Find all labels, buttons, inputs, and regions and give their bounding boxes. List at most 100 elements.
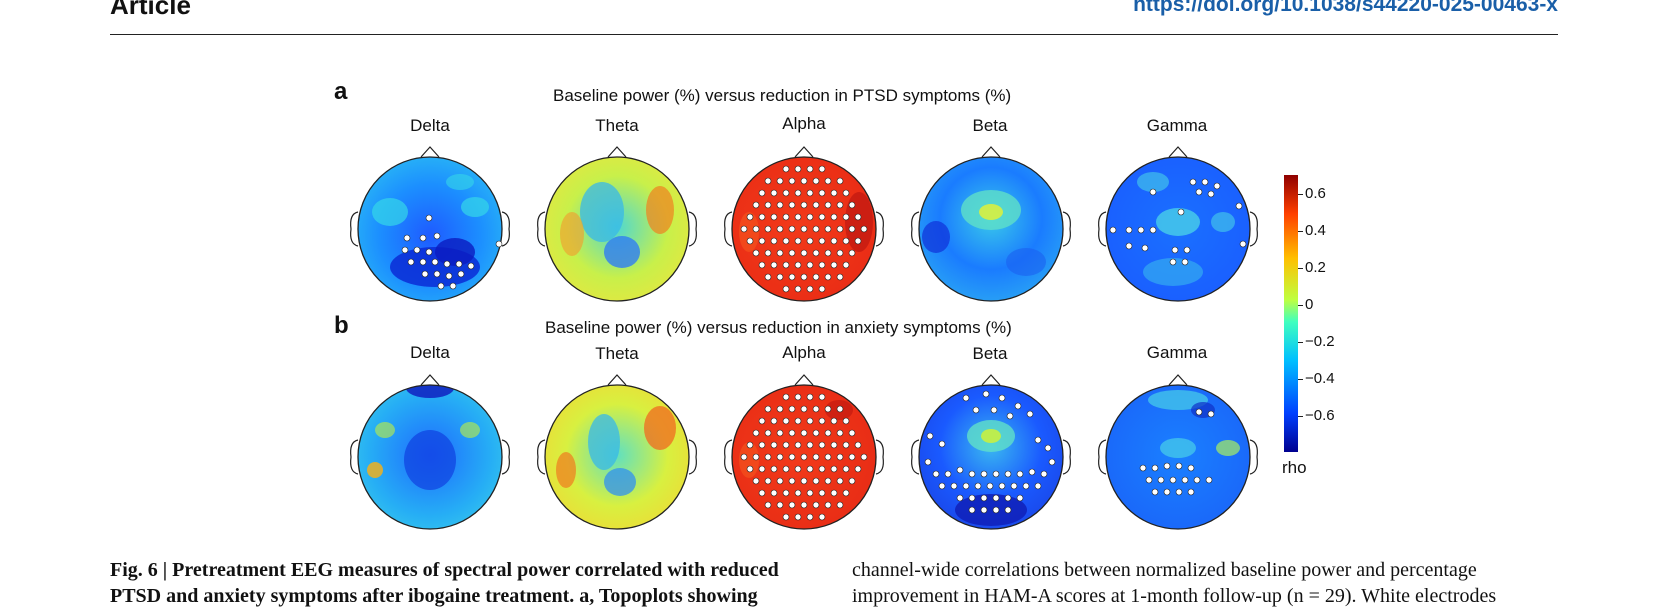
electrode-dot [764, 273, 772, 281]
electrode-dot [982, 390, 990, 398]
electrode-dot [806, 417, 814, 425]
electrode-dot [818, 237, 826, 245]
electrode-dot [992, 470, 1000, 478]
caption-left: Fig. 6 | Pretreatment EEG measures of sp… [110, 557, 779, 609]
electrode-dot [782, 189, 790, 197]
electrode-dot [818, 285, 826, 293]
electrode-dot [770, 441, 778, 449]
electrode-dot [854, 465, 862, 473]
electrode-dot [950, 482, 958, 490]
electrode-dot [836, 501, 844, 509]
electrode-dot [782, 393, 790, 401]
electrode-dot [794, 285, 802, 293]
electrode-dot [746, 441, 754, 449]
electrode-dot [1016, 470, 1024, 478]
electrode-dot [776, 273, 784, 281]
electrode-dot [782, 165, 790, 173]
electrode-dot [818, 213, 826, 221]
panel-b-letter: b [334, 312, 349, 339]
electrode-dot [776, 405, 784, 413]
electrode-dot [758, 441, 766, 449]
electrode-dot [788, 429, 796, 437]
electrode-dot [782, 213, 790, 221]
colorbar [1284, 175, 1298, 452]
electrode-dot [944, 470, 952, 478]
electrode-dot [812, 225, 820, 233]
electrode-dot [782, 513, 790, 521]
electrode-dot [782, 465, 790, 473]
electrode-dot [830, 237, 838, 245]
electrode-dot [764, 501, 772, 509]
electrode-dot [812, 453, 820, 461]
doi-link[interactable]: https://doi.org/10.1038/s44220-025-00463… [1133, 0, 1558, 16]
topoplot-b-delta [350, 374, 510, 530]
electrode-dot [824, 501, 832, 509]
electrode-dot [764, 453, 772, 461]
electrode-dot [788, 453, 796, 461]
band-label-a-alpha: Alpha [782, 114, 826, 133]
electrode-dot [842, 489, 850, 497]
electrode-dot [794, 417, 802, 425]
electrode-dot [788, 225, 796, 233]
electrode-dot [818, 441, 826, 449]
panel-b-title: Baseline power (%) versus reduction in a… [545, 318, 1012, 337]
electrode-dot [812, 477, 820, 485]
electrode-dot [812, 405, 820, 413]
electrode-dot [782, 261, 790, 269]
electrode-dot [998, 394, 1006, 402]
electrode-dot [788, 501, 796, 509]
electrode-dot [806, 465, 814, 473]
electrode-dot [794, 489, 802, 497]
electrode-dot [968, 506, 976, 514]
electrode-dot [740, 225, 748, 233]
electrode-dot [842, 237, 850, 245]
electrode-dot [776, 225, 784, 233]
electrode-dot [800, 405, 808, 413]
electrode-dot [836, 225, 844, 233]
electrode-dot [794, 189, 802, 197]
electrode-dot [812, 273, 820, 281]
band-label-a-beta: Beta [972, 116, 1008, 135]
electrode-dot [848, 201, 856, 209]
electrode-dot [938, 482, 946, 490]
electrode-dot [854, 441, 862, 449]
electrode-dot [1022, 482, 1030, 490]
electrode-dot [794, 513, 802, 521]
colorbar-tick-2: 0.2 [1298, 259, 1326, 276]
electrode-dot [812, 501, 820, 509]
electrode-dot [986, 482, 994, 490]
electrode-dot [854, 237, 862, 245]
electrode-dot [842, 261, 850, 269]
electrode-dot [824, 453, 832, 461]
electrode-dot [764, 225, 772, 233]
electrode-dot [764, 177, 772, 185]
electrode-dot [836, 177, 844, 185]
electrode-dot [836, 201, 844, 209]
electrode-dot [924, 458, 932, 466]
electrode-dot [770, 261, 778, 269]
electrode-dot [860, 225, 868, 233]
colorbar-tick-1: 0.4 [1298, 222, 1326, 239]
electrode-dot [752, 201, 760, 209]
topoplot-b-gamma [1098, 374, 1258, 530]
electrode-dot [1026, 410, 1034, 418]
electrode-dot [800, 249, 808, 257]
electrode-dot [962, 482, 970, 490]
electrode-dot [770, 417, 778, 425]
electrode-dot [788, 249, 796, 257]
electrode-dot [932, 470, 940, 478]
electrode-dot [836, 405, 844, 413]
electrode-dot [990, 406, 998, 414]
electrode-dot [1048, 458, 1056, 466]
electrode-dot [1034, 436, 1042, 444]
electrode-dot [776, 477, 784, 485]
electrode-dot [818, 489, 826, 497]
electrode-dot [824, 429, 832, 437]
panel-a-letter: a [334, 78, 348, 105]
electrode-dot [794, 393, 802, 401]
electrode-dot [758, 489, 766, 497]
electrode-dot [818, 513, 826, 521]
electrode-dot [782, 237, 790, 245]
caption-right-line-1: channel-wide correlations between normal… [852, 559, 1477, 581]
electrode-dot [830, 465, 838, 473]
